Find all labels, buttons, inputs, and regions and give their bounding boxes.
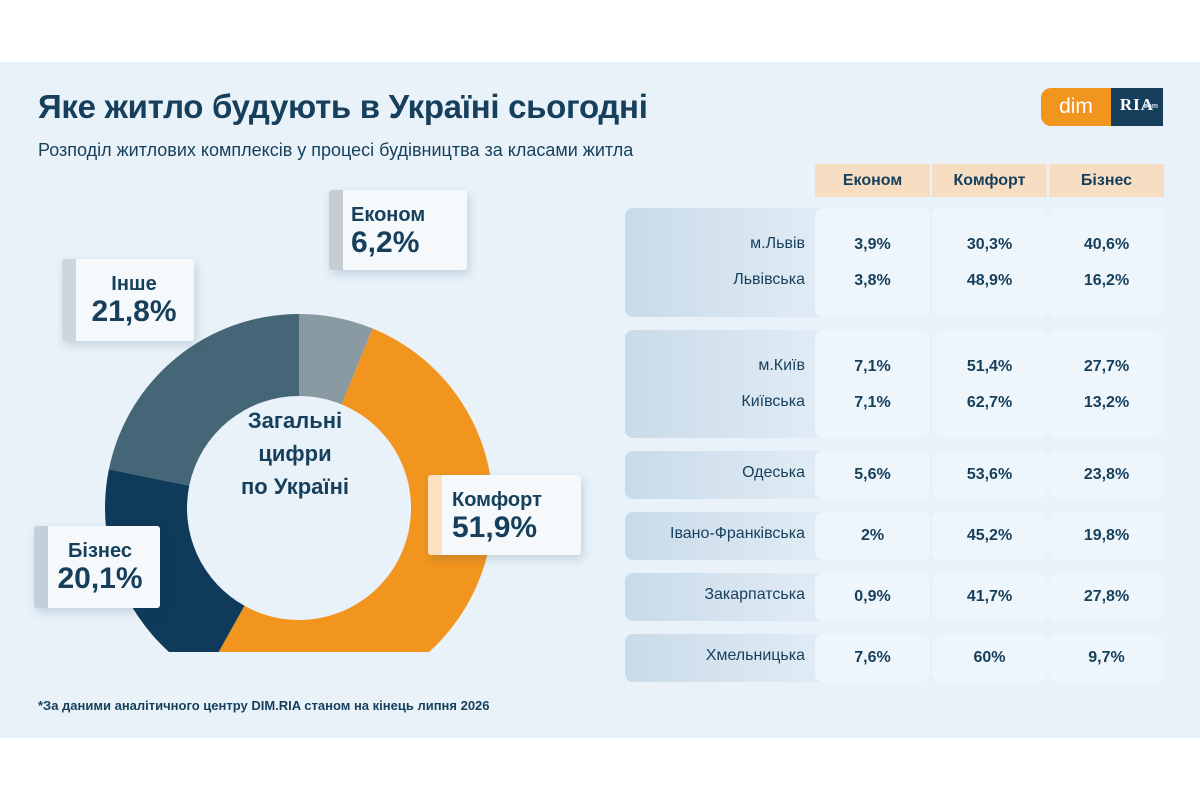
table-value: 41,7% <box>966 588 1013 605</box>
table-group-kyiv: м.Київ Київська 7,1% 51,4% 27,7% 7,1% 62… <box>625 330 1164 438</box>
table-cell-bg <box>815 208 930 317</box>
table-cell-bg <box>815 330 930 438</box>
footnote: *За даними аналітичного центру DIM.RIA с… <box>38 698 490 713</box>
table-value: 5,6% <box>854 466 891 483</box>
table-value: 48,9% <box>966 272 1013 289</box>
table-value: 51,4% <box>966 358 1013 375</box>
table-row-label: Одеська <box>742 464 805 481</box>
page-subtitle: Розподіл житлових комплексів у процесі б… <box>38 140 634 160</box>
table-cell-bg <box>1049 208 1164 317</box>
callout-komfort-label: Комфорт <box>452 489 542 511</box>
page-title: Яке житло будують в Україні сьогодні <box>38 88 648 125</box>
callout-biznes-label: Бізнес <box>68 540 132 562</box>
table-value: 16,2% <box>1083 272 1130 289</box>
column-header-komfort: Комфорт <box>932 164 1047 197</box>
donut-slice-Інше <box>108 314 300 486</box>
table-value: 60% <box>973 649 1006 666</box>
callout-ekonom-label: Економ <box>351 204 426 226</box>
donut-slice-Комфорт <box>218 328 493 652</box>
table-value: 3,9% <box>854 236 891 253</box>
table-group-ivano-frankivska: Івано-Франківська 2% 45,2% 19,8% <box>625 512 1164 560</box>
callout-biznes: Бізнес 20,1% <box>34 526 160 608</box>
table-value: 7,1% <box>854 394 891 411</box>
infographic-card: Яке житло будують в Україні сьогодні Роз… <box>0 62 1200 738</box>
center-label-line-1: Загальні <box>247 408 343 433</box>
table-cell-bg <box>1049 451 1164 499</box>
table-row-label: Київська <box>741 393 805 410</box>
table-value: 13,2% <box>1083 394 1130 411</box>
table-cell-bg <box>932 208 1047 317</box>
table-cell-bg <box>1049 330 1164 438</box>
table-value: 19,8% <box>1083 527 1130 544</box>
table-group-zakarpatska: Закарпатська 0,9% 41,7% 27,8% <box>625 573 1164 621</box>
table-cell-bg <box>932 512 1047 560</box>
table-group-khmelnytska: Хмельницька 7,6% 60% 9,7% <box>625 634 1164 682</box>
logo-ria-part: RIA .com <box>1111 88 1163 126</box>
callout-biznes-value: 20,1% <box>57 562 143 595</box>
table-value: 53,6% <box>966 466 1013 483</box>
center-label-line-2: цифри <box>258 441 332 466</box>
column-header-biznes: Бізнес <box>1049 164 1164 197</box>
table-group-lviv: м.Львів Львівська 3,9% 30,3% 40,6% 3,8% … <box>625 208 1164 317</box>
table-value: 40,6% <box>1083 236 1130 253</box>
table-value: 27,7% <box>1083 358 1130 375</box>
table-row-label: Львівська <box>733 271 805 288</box>
table-cell-bg <box>815 634 930 682</box>
table-row-label: м.Львів <box>750 235 805 252</box>
table-value: 62,7% <box>966 394 1013 411</box>
table-value: 9,7% <box>1088 649 1125 666</box>
table-cell-bg <box>932 451 1047 499</box>
logo-ria-text: RIA <box>1119 95 1155 114</box>
table-value: 0,9% <box>854 588 891 605</box>
callout-komfort: Комфорт 51,9% <box>428 475 581 555</box>
donut-center-label: Загальні цифри по Україні <box>205 404 385 503</box>
table-value: 3,8% <box>854 272 891 289</box>
table-value: 27,8% <box>1083 588 1130 605</box>
table-value: 7,6% <box>854 649 891 666</box>
table-group-odeska: Одеська 5,6% 53,6% 23,8% <box>625 451 1164 499</box>
table-cell-bg <box>1049 634 1164 682</box>
table-cell-bg <box>1049 512 1164 560</box>
table-cell-bg <box>932 573 1047 621</box>
callout-inshe-label: Інше <box>111 273 157 295</box>
table-value: 2% <box>860 527 885 544</box>
table-value: 23,8% <box>1083 466 1130 483</box>
logo-dim-part: dim <box>1041 88 1111 126</box>
table-row-label: Івано-Франківська <box>670 525 805 542</box>
table-cell-bg <box>1049 573 1164 621</box>
logo-com-text: .com <box>1141 103 1158 110</box>
table-value: 45,2% <box>966 527 1013 544</box>
table-value: 30,3% <box>966 236 1013 253</box>
table-value: 7,1% <box>854 358 891 375</box>
donut-slice-Економ <box>299 314 373 405</box>
callout-inshe-value: 21,8% <box>91 295 177 328</box>
table-row-label: Закарпатська <box>704 586 805 603</box>
table-cell-bg <box>815 573 930 621</box>
callout-ekonom: Економ 6,2% <box>329 190 467 270</box>
center-label-line-3: по Україні <box>241 474 349 499</box>
table-cell-bg <box>815 451 930 499</box>
dim-ria-logo[interactable]: dim RIA .com <box>1041 88 1163 126</box>
table-cell-bg <box>815 512 930 560</box>
callout-inshe: Інше 21,8% <box>62 259 194 341</box>
table-cell-bg <box>932 330 1047 438</box>
table-row-label: м.Київ <box>758 357 805 374</box>
column-header-ekonom: Економ <box>815 164 930 197</box>
table-cell-bg <box>932 634 1047 682</box>
table-row-label: Хмельницька <box>705 647 805 664</box>
callout-komfort-value: 51,9% <box>452 511 538 544</box>
callout-ekonom-value: 6,2% <box>351 226 420 259</box>
